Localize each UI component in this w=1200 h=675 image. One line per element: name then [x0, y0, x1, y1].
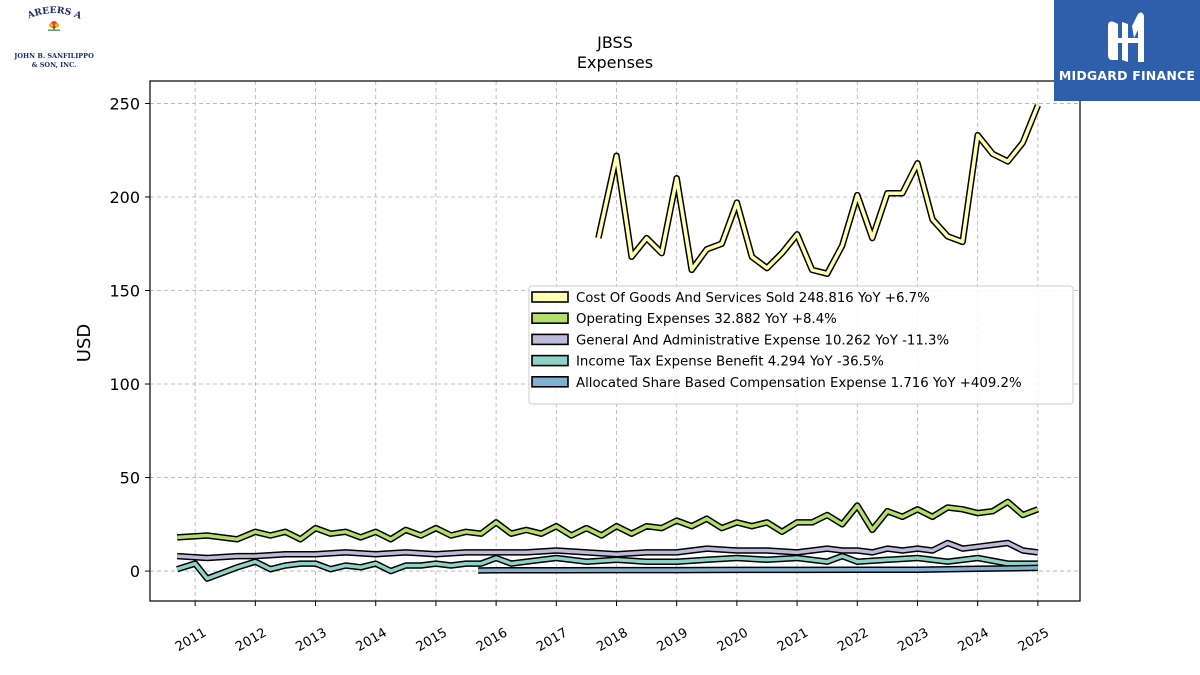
x-tick-label: 2022 [835, 625, 871, 655]
x-tick-label: 2023 [895, 625, 931, 655]
chart-title: JBSS [596, 33, 633, 52]
legend-label: Cost Of Goods And Services Sold 248.816 … [576, 291, 930, 306]
careers-logo-suffix: & SON, INC. [31, 61, 77, 69]
x-tick-label: 2019 [655, 625, 691, 655]
svg-text:CAREERS AT: CAREERS AT [19, 4, 84, 22]
series-line [176, 500, 1039, 542]
y-tick-label: 250 [109, 94, 140, 113]
x-tick-label: 2011 [173, 625, 209, 655]
x-tick-label: 2012 [233, 625, 269, 655]
series-line [478, 566, 1038, 573]
midgard-logo: MIDGARD FINANCE [1054, 0, 1200, 101]
legend-swatch [531, 291, 569, 303]
series-line [176, 554, 1038, 581]
midgard-logo-mark [1108, 12, 1144, 62]
chart-subtitle: Expenses [577, 53, 653, 72]
plot-frame [149, 80, 1081, 602]
y-tick-label: 50 [120, 469, 140, 488]
legend-swatch [531, 354, 569, 367]
careers-logo-mark: CAREERS AT [19, 4, 84, 31]
y-tick-label: 100 [109, 375, 140, 394]
x-tick-label: 2013 [293, 625, 329, 655]
x-tick-label: 2021 [775, 625, 811, 655]
legend-label: Income Tax Expense Benefit 4.294 YoY -36… [576, 355, 884, 370]
y-tick-label: 200 [109, 188, 140, 207]
y-tick-label: 150 [109, 281, 140, 300]
legend-label: Operating Expenses 32.882 YoY +8.4% [576, 312, 837, 327]
legend-swatch [531, 312, 569, 325]
midgard-logo-text: MIDGARD FINANCE [1058, 68, 1196, 83]
x-tick-label: 2018 [594, 625, 630, 655]
legend-label: Allocated Share Based Compensation Expen… [576, 376, 1022, 391]
x-tick-label: 2025 [1016, 625, 1052, 655]
y-axis-label: USD [74, 324, 95, 362]
tree-icon [47, 21, 61, 31]
legend-box [528, 285, 1074, 405]
series-lines [176, 104, 1041, 582]
x-tick-label: 2020 [715, 625, 751, 655]
x-tick-label: 2016 [474, 625, 510, 655]
x-tick-label: 2017 [534, 625, 570, 655]
series-line [596, 104, 1040, 276]
x-tick-label: 2015 [414, 625, 450, 655]
careers-logo-title: CAREERS AT [19, 4, 84, 22]
legend-swatch [531, 333, 569, 346]
legend: Cost Of Goods And Services Sold 248.816 … [528, 285, 1074, 405]
careers-logo: CAREERS AT JOHN B. SANFILIPPO & SON, INC… [2, 4, 106, 70]
series-line [176, 541, 1039, 560]
y-tick-label: 0 [130, 562, 140, 581]
legend-swatch [531, 375, 569, 388]
x-tick-label: 2024 [956, 625, 992, 655]
careers-logo-company: JOHN B. SANFILIPPO [14, 52, 94, 60]
x-tick-label: 2014 [354, 625, 390, 655]
legend-label: General And Administrative Expense 10.26… [576, 333, 949, 348]
